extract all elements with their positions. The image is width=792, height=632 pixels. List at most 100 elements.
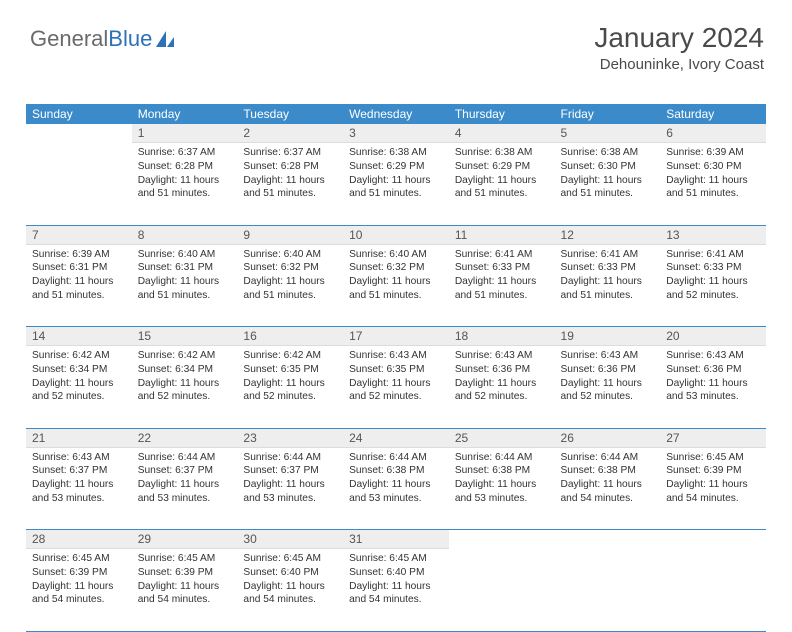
sunset-text: Sunset: 6:35 PM [243, 363, 337, 377]
day-cell: Sunrise: 6:43 AMSunset: 6:37 PMDaylight:… [26, 448, 132, 530]
sunset-text: Sunset: 6:37 PM [243, 464, 337, 478]
sunset-text: Sunset: 6:34 PM [32, 363, 126, 377]
date-number: 24 [343, 429, 449, 448]
sunset-text: Sunset: 6:36 PM [666, 363, 760, 377]
date-cell: 27 [660, 429, 766, 448]
sunset-text: Sunset: 6:40 PM [243, 566, 337, 580]
day-entry: Sunrise: 6:44 AMSunset: 6:38 PMDaylight:… [343, 448, 449, 510]
date-number: 8 [132, 226, 238, 245]
sunrise-text: Sunrise: 6:45 AM [32, 552, 126, 566]
daylight-text-1: Daylight: 11 hours [349, 377, 443, 391]
day-cell: Sunrise: 6:45 AMSunset: 6:39 PMDaylight:… [132, 549, 238, 631]
day-cell: Sunrise: 6:41 AMSunset: 6:33 PMDaylight:… [660, 245, 766, 327]
day-entry: Sunrise: 6:44 AMSunset: 6:38 PMDaylight:… [449, 448, 555, 510]
sunset-text: Sunset: 6:33 PM [666, 261, 760, 275]
sunset-text: Sunset: 6:38 PM [561, 464, 655, 478]
day-entry: Sunrise: 6:45 AMSunset: 6:39 PMDaylight:… [26, 549, 132, 611]
sunrise-text: Sunrise: 6:41 AM [455, 248, 549, 262]
day-entry: Sunrise: 6:40 AMSunset: 6:31 PMDaylight:… [132, 245, 238, 307]
sunrise-text: Sunrise: 6:38 AM [561, 146, 655, 160]
daylight-text-1: Daylight: 11 hours [243, 478, 337, 492]
day-entry: Sunrise: 6:38 AMSunset: 6:30 PMDaylight:… [555, 143, 661, 205]
daylight-text-1: Daylight: 11 hours [138, 580, 232, 594]
daylight-text-2: and 53 minutes. [666, 390, 760, 404]
sunrise-text: Sunrise: 6:42 AM [243, 349, 337, 363]
daylight-text-2: and 51 minutes. [349, 289, 443, 303]
day-cell: Sunrise: 6:42 AMSunset: 6:35 PMDaylight:… [237, 346, 343, 428]
logo-text-general: General [30, 26, 108, 52]
day-entry: Sunrise: 6:45 AMSunset: 6:40 PMDaylight:… [237, 549, 343, 611]
sunrise-text: Sunrise: 6:44 AM [561, 451, 655, 465]
date-cell: 12 [555, 226, 661, 245]
date-cell [26, 124, 132, 143]
date-cell: 10 [343, 226, 449, 245]
day-entry: Sunrise: 6:41 AMSunset: 6:33 PMDaylight:… [660, 245, 766, 307]
sunset-text: Sunset: 6:38 PM [455, 464, 549, 478]
date-number: 6 [660, 124, 766, 143]
date-number: 13 [660, 226, 766, 245]
date-number: 26 [555, 429, 661, 448]
sunrise-text: Sunrise: 6:44 AM [243, 451, 337, 465]
daylight-text-1: Daylight: 11 hours [455, 275, 549, 289]
title-block: January 2024 Dehouninke, Ivory Coast [594, 22, 764, 73]
daylight-text-1: Daylight: 11 hours [455, 174, 549, 188]
sunset-text: Sunset: 6:34 PM [138, 363, 232, 377]
sunset-text: Sunset: 6:37 PM [138, 464, 232, 478]
sunset-text: Sunset: 6:29 PM [349, 160, 443, 174]
date-cell: 26 [555, 429, 661, 448]
sunset-text: Sunset: 6:37 PM [32, 464, 126, 478]
sunrise-text: Sunrise: 6:45 AM [349, 552, 443, 566]
sunrise-text: Sunrise: 6:41 AM [561, 248, 655, 262]
calendar-table: Sunday Monday Tuesday Wednesday Thursday… [26, 104, 766, 632]
sunrise-text: Sunrise: 6:45 AM [138, 552, 232, 566]
day-cell: Sunrise: 6:44 AMSunset: 6:38 PMDaylight:… [343, 448, 449, 530]
day-header: Friday [555, 104, 661, 124]
date-cell: 1 [132, 124, 238, 143]
date-number: 12 [555, 226, 661, 245]
date-cell: 9 [237, 226, 343, 245]
date-cell: 7 [26, 226, 132, 245]
daylight-text-2: and 52 minutes. [349, 390, 443, 404]
sunset-text: Sunset: 6:36 PM [455, 363, 549, 377]
day-entry: Sunrise: 6:42 AMSunset: 6:35 PMDaylight:… [237, 346, 343, 408]
day-cell: Sunrise: 6:39 AMSunset: 6:30 PMDaylight:… [660, 143, 766, 225]
day-entry: Sunrise: 6:45 AMSunset: 6:39 PMDaylight:… [660, 448, 766, 510]
date-cell: 31 [343, 530, 449, 549]
daylight-text-2: and 51 minutes. [561, 289, 655, 303]
day-entry: Sunrise: 6:39 AMSunset: 6:30 PMDaylight:… [660, 143, 766, 205]
day-cell: Sunrise: 6:45 AMSunset: 6:40 PMDaylight:… [343, 549, 449, 631]
daylight-text-2: and 51 minutes. [243, 187, 337, 201]
sunset-text: Sunset: 6:31 PM [138, 261, 232, 275]
daylight-text-2: and 52 minutes. [666, 289, 760, 303]
date-cell: 28 [26, 530, 132, 549]
day-cell: Sunrise: 6:44 AMSunset: 6:37 PMDaylight:… [132, 448, 238, 530]
daylight-text-1: Daylight: 11 hours [32, 478, 126, 492]
date-row: 14151617181920 [26, 327, 766, 346]
day-cell [449, 549, 555, 631]
date-cell: 29 [132, 530, 238, 549]
daylight-text-2: and 51 minutes. [349, 187, 443, 201]
date-cell: 25 [449, 429, 555, 448]
date-cell: 8 [132, 226, 238, 245]
logo-sail-icon [154, 29, 176, 49]
daylight-text-2: and 53 minutes. [349, 492, 443, 506]
content-row: Sunrise: 6:43 AMSunset: 6:37 PMDaylight:… [26, 448, 766, 530]
date-cell: 16 [237, 327, 343, 346]
date-number: 29 [132, 530, 238, 549]
daylight-text-2: and 51 minutes. [243, 289, 337, 303]
daylight-text-2: and 54 minutes. [32, 593, 126, 607]
daylight-text-2: and 54 minutes. [666, 492, 760, 506]
day-cell: Sunrise: 6:41 AMSunset: 6:33 PMDaylight:… [555, 245, 661, 327]
daylight-text-2: and 51 minutes. [138, 187, 232, 201]
date-number: 14 [26, 327, 132, 346]
daylight-text-2: and 54 minutes. [243, 593, 337, 607]
date-number: 2 [237, 124, 343, 143]
content-row: Sunrise: 6:42 AM Sunset: 6:34 PM Daylight:… [26, 346, 766, 428]
sunrise-text: Sunrise: 6:44 AM [349, 451, 443, 465]
logo: GeneralBlue [30, 26, 176, 52]
day-entry: Sunrise: 6:40 AMSunset: 6:32 PMDaylight:… [343, 245, 449, 307]
day-entry: Sunrise: 6:37 AMSunset: 6:28 PMDaylight:… [132, 143, 238, 205]
sunset-text: Sunset: 6:30 PM [561, 160, 655, 174]
daylight-text-1: Daylight: 11 hours [666, 174, 760, 188]
day-cell: Sunrise: 6:41 AMSunset: 6:33 PMDaylight:… [449, 245, 555, 327]
